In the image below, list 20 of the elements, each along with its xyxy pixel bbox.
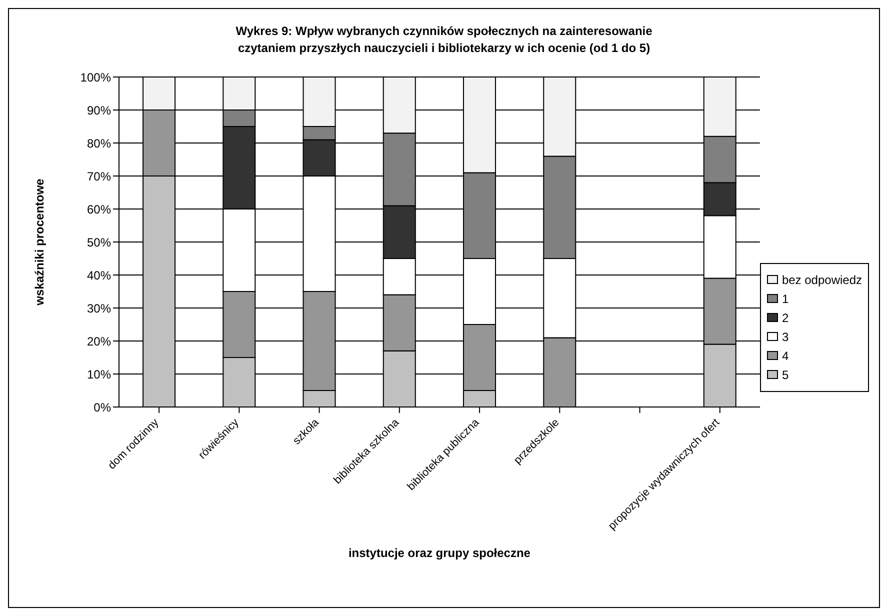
y-tick-label: 40% (86, 268, 112, 282)
chart-title: Wykres 9: Wpływ wybranych czynników społecznych na zainteresowanie czytaniem przyszłych nauczycieli i bibliotekarzy w ich ocenie (od 1 do 5) (234, 23, 654, 57)
legend-label: 1 (782, 292, 789, 306)
y-tick-label: 50% (86, 235, 112, 250)
legend-label: 2 (782, 310, 789, 324)
y-tick-label: 60% (86, 202, 112, 216)
y-tick-label: 10% (86, 367, 112, 382)
legend-label: bez odpowiedz (782, 272, 862, 286)
legend-label: 3 (782, 330, 789, 344)
y-tick-label: 20% (86, 334, 112, 348)
legend-label: 4 (782, 348, 789, 362)
legend-label: 5 (782, 368, 789, 382)
y-tick-label: 70% (86, 169, 112, 184)
y-tick-label: 80% (86, 136, 112, 150)
y-tick-label: 30% (86, 301, 112, 316)
y-tick-label: 90% (86, 103, 112, 118)
y-tick-label: 100% (80, 70, 112, 84)
y-axis-title: wskaźniki procentowe (32, 178, 46, 306)
y-tick-label: 0% (94, 400, 112, 414)
x-axis-title: instytucje oraz grupy społeczne (348, 546, 531, 560)
